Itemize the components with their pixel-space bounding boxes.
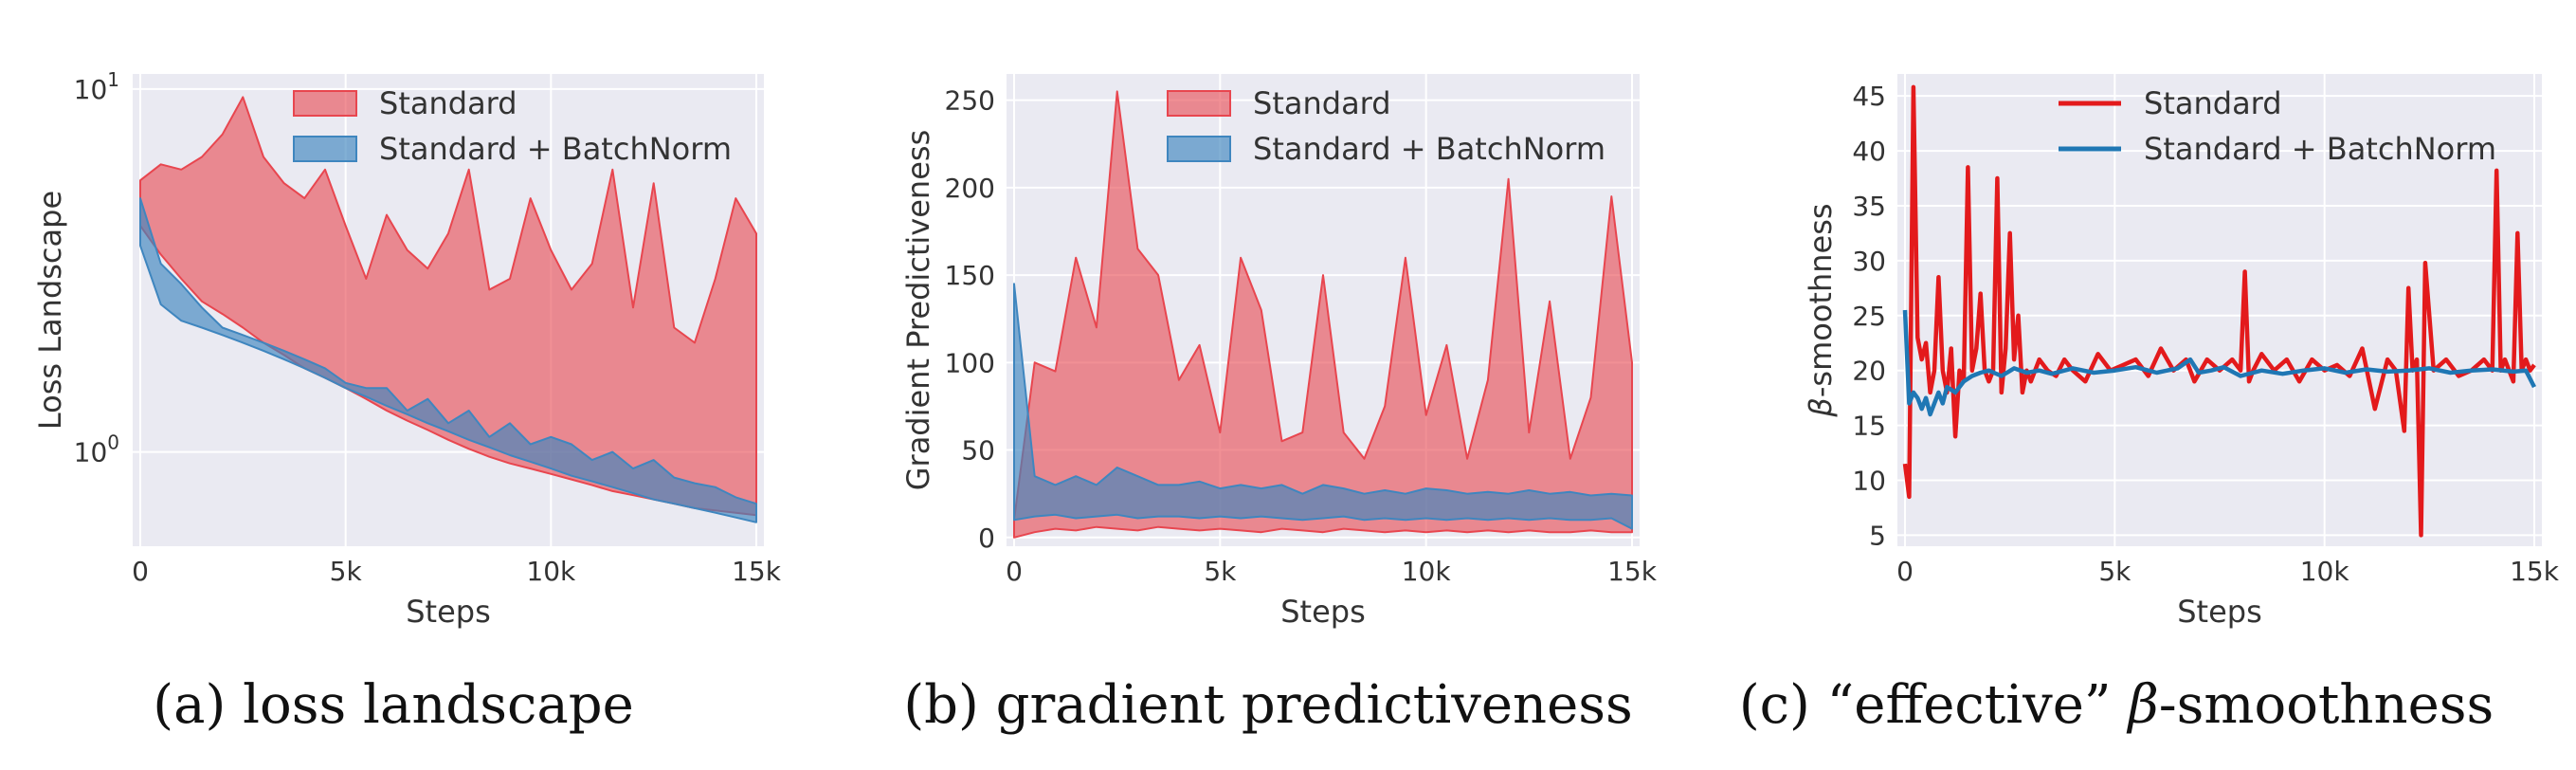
y-axis-label: Loss Landscape — [32, 191, 68, 430]
x-tick-label: 10k — [526, 556, 576, 587]
y-axis-label-suffix: -smoothness — [1803, 203, 1839, 397]
y-tick-exponent: 1 — [107, 68, 119, 91]
y-tick-label: 30 — [1852, 246, 1886, 277]
y-tick-label: 200 — [945, 173, 995, 204]
series-line-standard — [1902, 84, 2536, 538]
legend-label-batchnorm: Standard + BatchNorm — [379, 131, 732, 167]
series-band-batchnorm — [1013, 283, 1633, 530]
y-axis-label-symbol: β — [1803, 397, 1839, 417]
y-tick-label: 35 — [1852, 191, 1886, 222]
y-tick-label: 100 — [74, 431, 119, 468]
y-axis-label: Gradient Predictiveness — [900, 130, 936, 491]
legend-swatch-standard — [293, 90, 357, 117]
legend-label-standard: Standard — [2144, 85, 2282, 121]
x-axis-label: Steps — [406, 594, 491, 630]
x-tick-label: 15k — [1607, 556, 1658, 587]
legend-swatch-batchnorm — [293, 136, 357, 162]
x-tick-label: 5k — [2098, 556, 2132, 587]
y-tick-label: 15 — [1852, 411, 1886, 442]
caption-c-suffix: -smoothness — [2159, 674, 2494, 736]
panel-beta-smoothness: 0 5k 10k 15k 5 10 15 20 25 30 35 40 45 Steps β-smoothn… — [1803, 74, 2560, 630]
y-tick-label: 0 — [978, 522, 995, 554]
x-tick-label: 15k — [732, 556, 782, 587]
series-line-batchnorm — [1902, 309, 2537, 417]
data-layer — [139, 96, 757, 523]
y-tick-label: 20 — [1852, 356, 1886, 387]
plot-area — [1897, 74, 2542, 546]
legend-label-standard: Standard — [1253, 85, 1391, 121]
legend-swatch-batchnorm — [1167, 136, 1231, 162]
x-tick-label: 15k — [2510, 556, 2560, 587]
x-axis-label: Steps — [1280, 594, 1366, 630]
caption-c-prefix: (c) “effective” — [1739, 674, 2129, 736]
caption-b: (b) gradient predictiveness — [903, 674, 1632, 736]
x-tick-label: 5k — [330, 556, 363, 587]
x-tick-label: 0 — [1896, 556, 1914, 587]
legend: Standard Standard + BatchNorm — [2059, 85, 2496, 167]
y-tick-label: 25 — [1852, 301, 1886, 332]
y-tick-exponent: 0 — [107, 431, 119, 454]
legend-swatch-standard — [1167, 90, 1231, 117]
legend-label-batchnorm: Standard + BatchNorm — [2144, 131, 2496, 167]
y-tick-base: 10 — [74, 437, 108, 468]
y-tick-label: 250 — [945, 85, 995, 117]
series-band-standard — [1013, 90, 1633, 539]
panel-gradient-predictiveness: 0 5k 10k 15k 0 50 100 150 200 250 Steps Gradient Pr… — [900, 74, 1658, 630]
caption-c: (c) “effective” β-smoothness — [1739, 674, 2494, 736]
data-layer — [1902, 84, 2537, 538]
y-tick-label: 50 — [961, 435, 995, 467]
y-tick-label: 10 — [1852, 466, 1886, 497]
y-axis-label: β-smoothness — [1803, 203, 1839, 417]
legend: Standard Standard + BatchNorm — [293, 85, 732, 167]
caption-a: (a) loss landscape — [153, 674, 633, 736]
x-tick-label: 10k — [1402, 556, 1452, 587]
caption-c-symbol: β — [2126, 674, 2158, 736]
y-tick-label: 40 — [1852, 136, 1886, 167]
x-tick-label: 0 — [132, 556, 149, 587]
x-axis-label: Steps — [2177, 594, 2262, 630]
data-layer — [1013, 90, 1633, 539]
grid — [1897, 74, 2542, 546]
y-tick-label: 45 — [1852, 81, 1886, 112]
y-tick-label: 101 — [74, 68, 119, 105]
x-tick-label: 0 — [1006, 556, 1023, 587]
x-tick-label: 10k — [2300, 556, 2350, 587]
x-tick-label: 5k — [1204, 556, 1237, 587]
y-tick-label: 150 — [945, 260, 995, 291]
legend-label-standard: Standard — [379, 85, 517, 121]
y-tick-label: 5 — [1869, 520, 1886, 551]
series-band-batchnorm — [139, 197, 757, 523]
y-tick-label: 100 — [945, 347, 995, 378]
legend: Standard Standard + BatchNorm — [1167, 85, 1605, 167]
y-tick-base: 10 — [74, 74, 108, 105]
legend-label-batchnorm: Standard + BatchNorm — [1253, 131, 1605, 167]
